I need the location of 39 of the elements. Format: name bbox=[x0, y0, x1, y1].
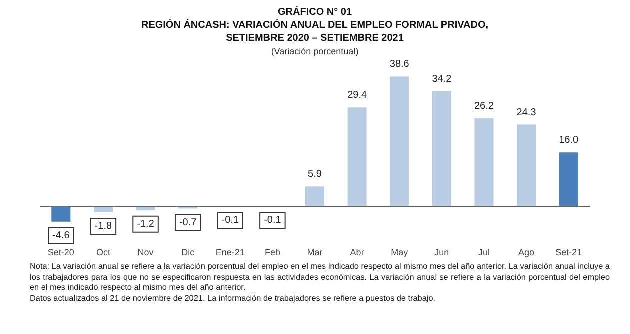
bar bbox=[432, 91, 452, 206]
x-tick-label: Nov bbox=[138, 248, 154, 258]
data-label: 24.3 bbox=[516, 107, 537, 118]
data-label: -0.1 bbox=[264, 215, 282, 226]
bar bbox=[390, 76, 410, 206]
data-label: -0.1 bbox=[222, 215, 240, 226]
bar bbox=[559, 152, 578, 206]
text: Nota: La variación anual se refiere a la variación porcentual del empleo en el mes indicado respecto al mismo mes del año anterior. La variación anual incluye a los trabajadores para los que no se especificaron respuesta en las actividades económicas. La variación anual se refiere a la variación porcentual del empleo en el mes indicado respecto al mismo mes del año anterior. bbox=[30, 262, 610, 294]
data-label: -1.8 bbox=[94, 220, 113, 232]
bar bbox=[474, 118, 494, 206]
chart-title: GRÁFICO N° 01 REGIÓN ÁNCASH: VARIACIÓN ANUAL DEL EMPLEO FORMAL PRIVADO, SETIEMBRE 2020 – SETIEMBRE 2021 bbox=[141, 6, 489, 44]
x-tick-label: Oct bbox=[96, 248, 111, 258]
text: Datos actualizados al 21 de noviembre de 2021. La información de trabajadores se refiere a puestos de trabajo. bbox=[30, 294, 437, 304]
x-tick-label: Jul bbox=[478, 248, 490, 258]
x-tick-label: Ago bbox=[518, 248, 535, 258]
data-label: 29.4 bbox=[348, 90, 368, 102]
bar bbox=[517, 124, 536, 206]
bar bbox=[305, 186, 325, 206]
x-tick-label: Feb bbox=[264, 248, 280, 258]
bar bbox=[52, 206, 71, 222]
x-tick-label: Ene-21 bbox=[216, 248, 245, 258]
x-tick-label: Jun bbox=[434, 248, 450, 258]
x-tick-label: Set-20 bbox=[48, 248, 74, 258]
data-label: -1.2 bbox=[137, 218, 155, 230]
x-tick-label: Dic bbox=[182, 248, 196, 258]
data-label: 34.2 bbox=[432, 74, 452, 85]
chart-subtitle: (Variación porcentual) bbox=[271, 46, 359, 56]
bar bbox=[348, 108, 367, 206]
data-label: 38.6 bbox=[390, 59, 410, 70]
data-label: -4.6 bbox=[52, 230, 70, 242]
data-label: 16.0 bbox=[559, 135, 580, 146]
data-label: 26.2 bbox=[474, 100, 494, 112]
x-tick-label: Abr bbox=[350, 248, 364, 258]
x-tick-label: May bbox=[391, 248, 409, 258]
data-label: 5.9 bbox=[308, 169, 322, 180]
x-tick-label: Set-21 bbox=[556, 248, 582, 258]
x-tick-label: Mar bbox=[307, 248, 323, 258]
bar bbox=[94, 206, 113, 212]
data-label: -0.7 bbox=[179, 217, 198, 228]
